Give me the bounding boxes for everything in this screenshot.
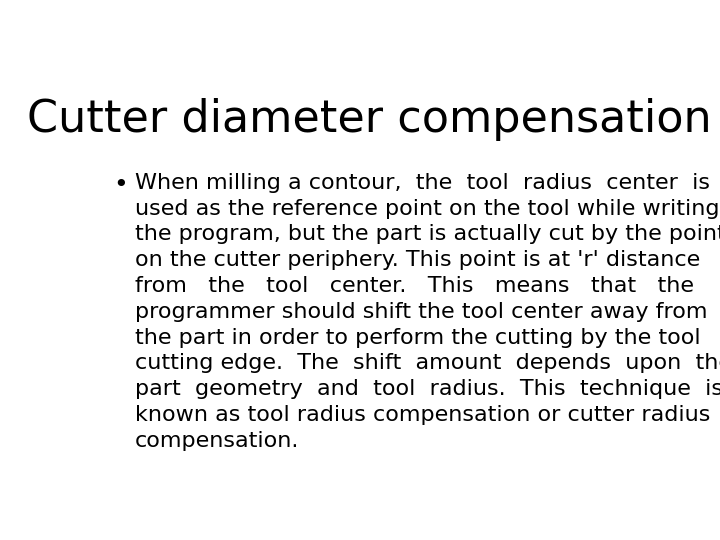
Text: from   the   tool   center.   This   means   that   the: from the tool center. This means that th… xyxy=(135,276,693,296)
Text: known as tool radius compensation or cutter radius: known as tool radius compensation or cut… xyxy=(135,405,710,425)
Text: used as the reference point on the tool while writing: used as the reference point on the tool … xyxy=(135,199,719,219)
Text: •: • xyxy=(113,173,128,197)
Text: part  geometry  and  tool  radius.  This  technique  is: part geometry and tool radius. This tech… xyxy=(135,379,720,399)
Text: When milling a contour,  the  tool  radius  center  is: When milling a contour, the tool radius … xyxy=(135,173,710,193)
Text: Cutter diameter compensation: Cutter diameter compensation xyxy=(27,98,711,141)
Text: compensation.: compensation. xyxy=(135,431,299,451)
Text: programmer should shift the tool center away from: programmer should shift the tool center … xyxy=(135,302,707,322)
Text: cutting edge.  The  shift  amount  depends  upon  the: cutting edge. The shift amount depends u… xyxy=(135,353,720,373)
Text: the part in order to perform the cutting by the tool: the part in order to perform the cutting… xyxy=(135,328,701,348)
Text: on the cutter periphery. This point is at 'r' distance: on the cutter periphery. This point is a… xyxy=(135,250,700,270)
Text: the program, but the part is actually cut by the point: the program, but the part is actually cu… xyxy=(135,225,720,245)
